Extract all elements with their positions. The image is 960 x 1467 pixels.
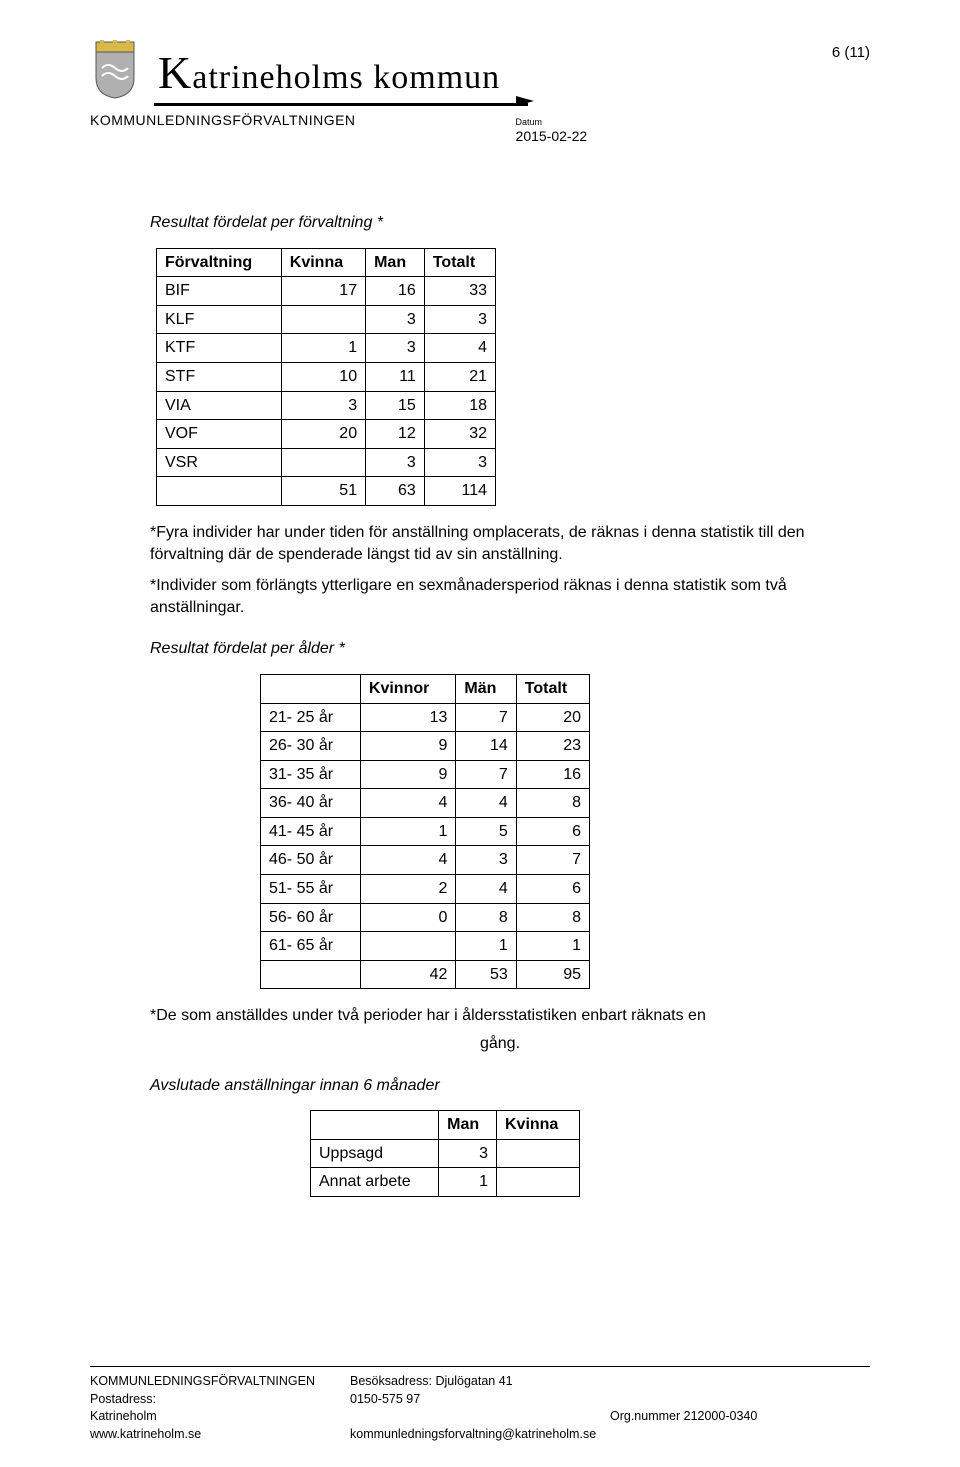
table-header: Förvaltning (157, 248, 282, 277)
page-footer: KOMMUNLEDNINGSFÖRVALTNINGEN Postadress: … (90, 1366, 870, 1443)
section-title-forvaltning: Resultat fördelat per förvaltning * (150, 212, 850, 234)
footer-text: kommunledningsforvaltning@katrineholm.se (350, 1427, 596, 1441)
table-row: VSR33 (157, 448, 496, 477)
table-row: Uppsagd3 (311, 1139, 580, 1168)
table-header: Man (366, 248, 425, 277)
table-row: 26- 30 år91423 (261, 732, 590, 761)
footer-text: www.katrineholm.se (90, 1427, 201, 1441)
footer-text: Postadress: (90, 1392, 156, 1406)
table-header: Kvinnor (360, 674, 455, 703)
table-header: Totalt (516, 674, 589, 703)
footer-text: KOMMUNLEDNINGSFÖRVALTNINGEN (90, 1374, 315, 1388)
table-header: Kvinna (281, 248, 365, 277)
table-row: 46- 50 år437 (261, 846, 590, 875)
footnote-1b: *Individer som förlängts ytterligare en … (150, 575, 850, 618)
table-row: 61- 65 år11 (261, 932, 590, 961)
table-row: 41- 45 år156 (261, 817, 590, 846)
table-row: Annat arbete1 (311, 1168, 580, 1197)
table-row: 5163114 (157, 477, 496, 506)
footer-text: Besöksadress: Djulögatan 41 (350, 1374, 513, 1388)
table-header (311, 1111, 439, 1140)
table-header (261, 674, 361, 703)
table-row: VOF201232 (157, 420, 496, 449)
page-number: 6 (11) (832, 40, 870, 61)
table-header: Totalt (424, 248, 495, 277)
table-row: STF101121 (157, 362, 496, 391)
table-header: Män (456, 674, 516, 703)
table-header: Kvinna (496, 1111, 579, 1140)
kommun-crest-icon (90, 40, 140, 100)
footnote-1a: *Fyra individer har under tiden för anst… (150, 522, 850, 565)
kommun-title-rest: atrineholms kommun (192, 59, 500, 96)
kommun-title: Katrineholms kommun (154, 40, 528, 106)
department-name: KOMMUNLEDNINGSFÖRVALTNINGEN (90, 112, 356, 144)
table-row: VIA31518 (157, 391, 496, 420)
footnote-2a: *De som anställdes under två perioder ha… (150, 1005, 850, 1027)
table-row: KTF134 (157, 334, 496, 363)
table-row: 21- 25 år13720 (261, 703, 590, 732)
table-row: 36- 40 år448 (261, 789, 590, 818)
section-title-avslutade: Avslutade anställningar innan 6 månader (150, 1075, 850, 1097)
table-row: 425395 (261, 960, 590, 989)
table-row: 51- 55 år246 (261, 875, 590, 904)
table-row: KLF33 (157, 305, 496, 334)
table-forvaltning: Förvaltning Kvinna Man Totalt BIF171633 … (156, 248, 496, 506)
table-alder: Kvinnor Män Totalt 21- 25 år13720 26- 30… (260, 674, 590, 990)
table-row: 56- 60 år088 (261, 903, 590, 932)
footer-text: Katrineholm (90, 1409, 157, 1423)
footer-text: 0150-575 97 (350, 1392, 420, 1406)
datum-label: Datum (516, 117, 543, 127)
footnote-2b: gång. (150, 1033, 850, 1055)
table-header: Man (439, 1111, 497, 1140)
table-row: 31- 35 år9716 (261, 760, 590, 789)
section-title-alder: Resultat fördelat per ålder * (150, 638, 850, 660)
kommun-title-initial: K (158, 47, 192, 98)
footer-text: Org.nummer 212000-0340 (610, 1409, 757, 1423)
table-avslutade: Man Kvinna Uppsagd3 Annat arbete1 (310, 1110, 580, 1197)
table-row: BIF171633 (157, 277, 496, 306)
datum-value: 2015-02-22 (516, 128, 588, 144)
